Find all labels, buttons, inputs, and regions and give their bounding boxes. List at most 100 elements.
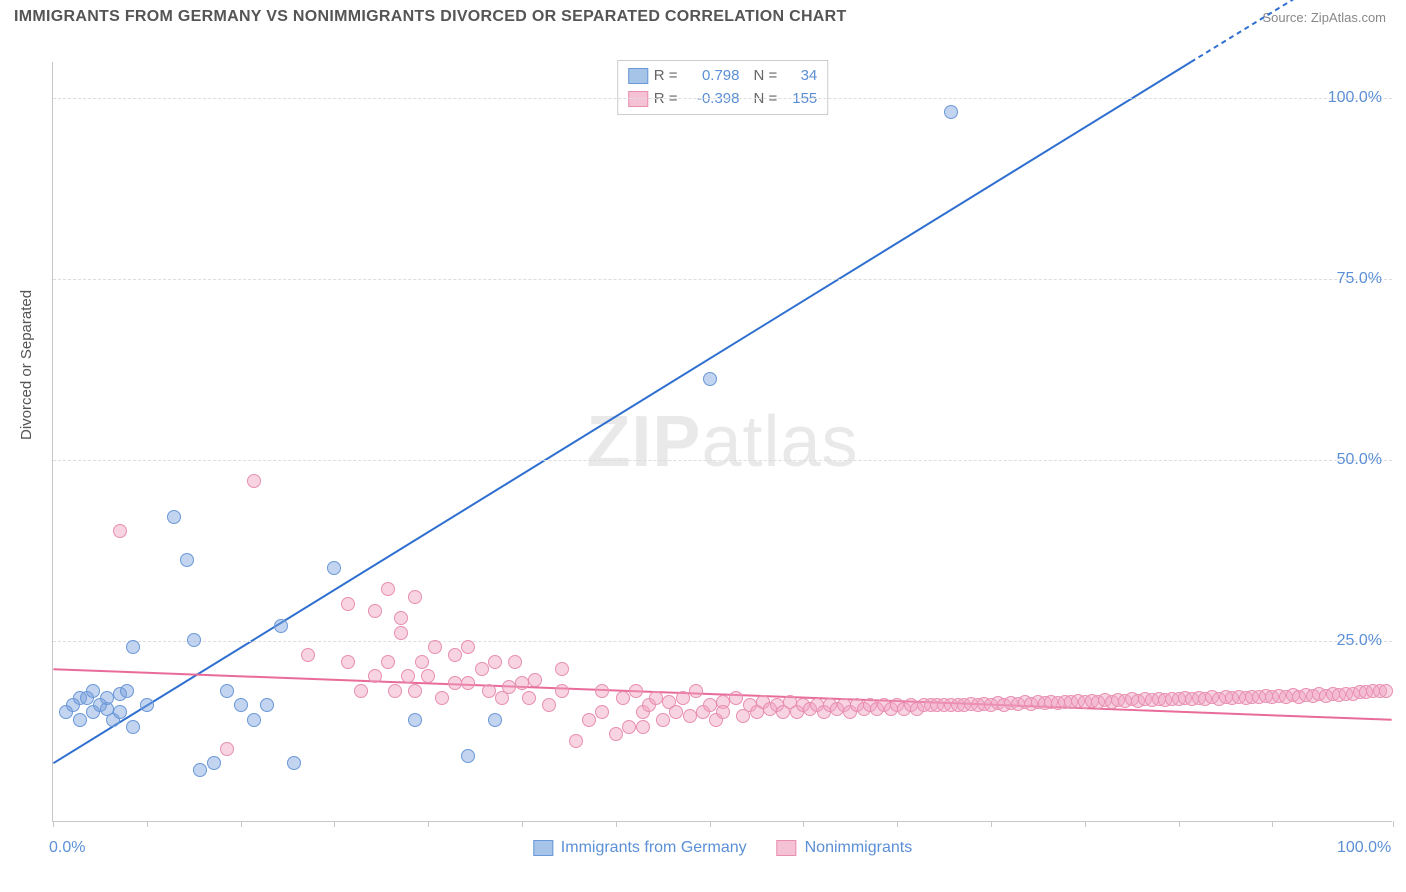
x-tick bbox=[53, 821, 54, 827]
data-point bbox=[689, 684, 703, 698]
data-point bbox=[609, 727, 623, 741]
data-point bbox=[120, 684, 134, 698]
data-point bbox=[368, 669, 382, 683]
x-tick bbox=[147, 821, 148, 827]
n-label: N = bbox=[754, 65, 778, 88]
data-point bbox=[448, 648, 462, 662]
data-point bbox=[595, 705, 609, 719]
data-point bbox=[461, 640, 475, 654]
data-point bbox=[220, 742, 234, 756]
data-point bbox=[428, 640, 442, 654]
x-tick bbox=[428, 821, 429, 827]
data-point bbox=[287, 756, 301, 770]
data-point bbox=[656, 713, 670, 727]
data-point bbox=[555, 662, 569, 676]
legend-swatch-pink bbox=[777, 840, 797, 856]
data-point bbox=[126, 640, 140, 654]
r-label: R = bbox=[654, 65, 678, 88]
data-point bbox=[327, 561, 341, 575]
legend-bottom: Immigrants from Germany Nonimmigrants bbox=[533, 839, 912, 857]
data-point bbox=[421, 669, 435, 683]
x-tick bbox=[803, 821, 804, 827]
data-point bbox=[415, 655, 429, 669]
data-point bbox=[86, 684, 100, 698]
data-point bbox=[187, 633, 201, 647]
y-tick-label: 75.0% bbox=[1337, 270, 1382, 288]
legend-swatch-blue bbox=[628, 68, 648, 84]
data-point bbox=[461, 749, 475, 763]
data-point bbox=[341, 655, 355, 669]
legend-label-1: Immigrants from Germany bbox=[561, 839, 747, 857]
data-point bbox=[394, 626, 408, 640]
data-point bbox=[482, 684, 496, 698]
data-point bbox=[729, 691, 743, 705]
data-point bbox=[394, 611, 408, 625]
data-point bbox=[669, 705, 683, 719]
data-point bbox=[595, 684, 609, 698]
data-point bbox=[448, 676, 462, 690]
x-tick bbox=[710, 821, 711, 827]
data-point bbox=[260, 698, 274, 712]
data-point bbox=[944, 105, 958, 119]
title-bar: IMMIGRANTS FROM GERMANY VS NONIMMIGRANTS… bbox=[0, 0, 1406, 32]
data-point bbox=[582, 713, 596, 727]
y-tick-label: 100.0% bbox=[1328, 89, 1382, 107]
data-point bbox=[207, 756, 221, 770]
data-point bbox=[247, 474, 261, 488]
data-point bbox=[636, 720, 650, 734]
x-tick-label: 100.0% bbox=[1337, 839, 1391, 857]
data-point bbox=[180, 553, 194, 567]
data-point bbox=[247, 713, 261, 727]
data-point bbox=[167, 510, 181, 524]
x-tick bbox=[616, 821, 617, 827]
x-tick-label: 0.0% bbox=[49, 839, 85, 857]
data-point bbox=[73, 713, 87, 727]
legend-stats-row-1: R = 0.798 N = 34 bbox=[628, 65, 818, 88]
data-point bbox=[435, 691, 449, 705]
data-point bbox=[515, 676, 529, 690]
data-point bbox=[475, 662, 489, 676]
data-point bbox=[274, 619, 288, 633]
x-tick bbox=[1179, 821, 1180, 827]
x-tick bbox=[522, 821, 523, 827]
gridline bbox=[53, 460, 1392, 461]
data-point bbox=[140, 698, 154, 712]
data-point bbox=[522, 691, 536, 705]
data-point bbox=[381, 655, 395, 669]
data-point bbox=[193, 763, 207, 777]
data-point bbox=[113, 705, 127, 719]
gridline bbox=[53, 279, 1392, 280]
legend-stats-box: R = 0.798 N = 34 R = -0.398 N = 155 bbox=[617, 60, 829, 115]
data-point bbox=[220, 684, 234, 698]
x-tick bbox=[991, 821, 992, 827]
data-point bbox=[381, 582, 395, 596]
data-point bbox=[100, 691, 114, 705]
y-axis-title: Divorced or Separated bbox=[18, 290, 35, 440]
source-label: Source: ZipAtlas.com bbox=[1262, 10, 1386, 25]
x-tick bbox=[1085, 821, 1086, 827]
data-point bbox=[461, 676, 475, 690]
data-point bbox=[234, 698, 248, 712]
data-point bbox=[703, 698, 717, 712]
data-point bbox=[408, 590, 422, 604]
x-tick bbox=[1393, 821, 1394, 827]
data-point bbox=[616, 691, 630, 705]
data-point bbox=[508, 655, 522, 669]
data-point bbox=[716, 705, 730, 719]
y-tick-label: 25.0% bbox=[1337, 632, 1382, 650]
r-value-1: 0.798 bbox=[684, 65, 740, 88]
data-point bbox=[408, 713, 422, 727]
data-point bbox=[488, 713, 502, 727]
legend-item-2: Nonimmigrants bbox=[777, 839, 913, 857]
x-tick bbox=[334, 821, 335, 827]
data-point bbox=[1379, 684, 1393, 698]
n-value-1: 34 bbox=[783, 65, 817, 88]
data-point bbox=[301, 648, 315, 662]
data-point bbox=[676, 691, 690, 705]
data-point bbox=[528, 673, 542, 687]
data-point bbox=[703, 372, 717, 386]
x-tick bbox=[897, 821, 898, 827]
data-point bbox=[401, 669, 415, 683]
data-point bbox=[408, 684, 422, 698]
x-tick bbox=[1272, 821, 1273, 827]
